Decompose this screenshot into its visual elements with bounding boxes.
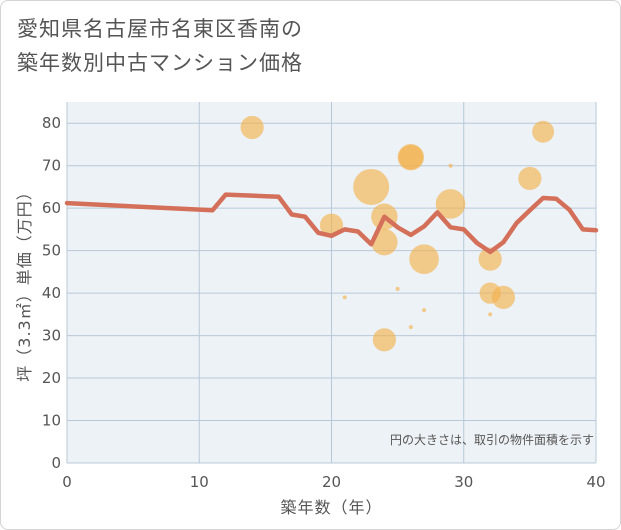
chart-title-line2: 築年数別中古マンション価格 <box>17 51 303 75</box>
bubble-point <box>372 328 396 352</box>
y-tick-label: 10 <box>42 412 61 430</box>
y-tick-labels: 0 10 20 30 40 50 60 70 80 <box>42 114 61 472</box>
bubble-size-note: 円の大きさは、取引の物件面積を示す <box>390 432 594 447</box>
bubble-point <box>422 308 427 313</box>
chart-title-line1: 愛知県名古屋市名東区香南の <box>17 17 303 41</box>
bubble-point <box>409 244 439 274</box>
bubble-point <box>532 120 555 143</box>
y-tick-label: 30 <box>42 327 61 345</box>
bubble-point <box>518 166 542 191</box>
x-tick-label: 30 <box>454 473 473 491</box>
y-axis-label: 坪（3.3㎡）単価（万円） <box>15 183 34 381</box>
bubble-point <box>448 163 453 168</box>
bubble-point <box>398 144 424 170</box>
y-tick-label: 20 <box>42 369 61 387</box>
bubble-point <box>342 295 347 300</box>
bubble-point <box>408 325 413 330</box>
bubble-point <box>478 247 502 271</box>
bubble-point <box>240 115 264 140</box>
x-tick-labels: 0 10 20 30 40 <box>62 473 605 491</box>
bubble-point <box>491 285 516 309</box>
bubble-point <box>395 286 400 291</box>
y-tick-label: 0 <box>51 454 61 472</box>
x-axis-label: 築年数（年） <box>280 498 382 517</box>
bubble-point <box>435 189 466 219</box>
average-price-line <box>64 192 599 255</box>
x-tick-label: 0 <box>62 473 72 491</box>
y-tick-label: 70 <box>42 157 61 175</box>
chart-title: 愛知県名古屋市名東区香南の 築年数別中古マンション価格 <box>17 12 437 80</box>
y-tick-label: 50 <box>42 242 61 260</box>
bubble-point <box>488 312 493 317</box>
y-tick-label: 40 <box>42 284 61 302</box>
x-tick-label: 20 <box>322 473 341 491</box>
y-tick-label: 80 <box>42 114 61 132</box>
x-tick-label: 10 <box>190 473 209 491</box>
x-tick-label: 40 <box>586 473 605 491</box>
bubble-point <box>353 168 390 205</box>
y-tick-label: 60 <box>42 199 61 217</box>
